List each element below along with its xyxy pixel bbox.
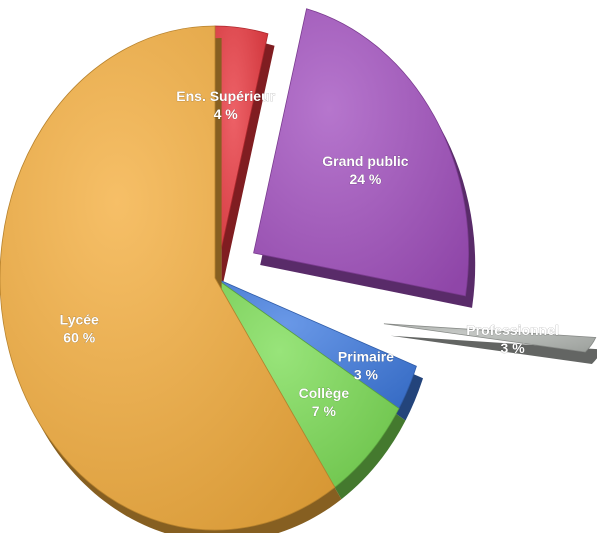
slice-value-professionnel: 3 %: [501, 340, 526, 356]
slice-label-professionnel: Professionnel: [466, 322, 559, 338]
slice-label-ens-superieur: Ens. Supérieur: [176, 88, 275, 104]
slice-value-college: 7 %: [312, 403, 337, 419]
pie-slices: [0, 8, 597, 533]
slice-lycee: [0, 25, 336, 531]
slice-grand-public: [253, 8, 469, 297]
pie-labels: Ens. Supérieur 4 % Grand public 24 % Profess…: [59, 88, 559, 419]
slice-value-grand-public: 24 %: [349, 171, 381, 187]
slice-label-grand-public: Grand public: [322, 153, 409, 169]
slice-side-professionnel: [390, 335, 597, 364]
slice-college: [214, 277, 400, 488]
slice-professionnel: [383, 323, 597, 353]
slice-value-primaire: 3 %: [354, 367, 379, 383]
slice-label-lycee: Lycée: [60, 311, 99, 327]
slice-value-ens-superieur: 4 %: [214, 106, 239, 122]
slice-label-college: Collège: [299, 385, 350, 401]
slice-value-lycee: 60 %: [63, 329, 95, 345]
slice-label-primaire: Primaire: [338, 349, 394, 365]
